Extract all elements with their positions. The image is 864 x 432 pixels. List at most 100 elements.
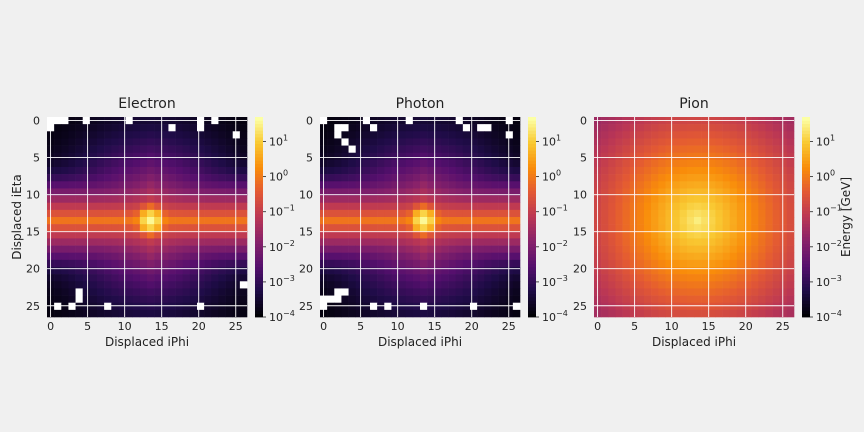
heatmap-cell [758, 159, 766, 168]
heatmap-cell [477, 174, 485, 182]
heatmap-cell [615, 209, 623, 218]
heatmap-cell [68, 181, 76, 189]
heatmap-cell [729, 159, 738, 168]
heatmap-cell [398, 238, 407, 246]
heatmap-cell [498, 167, 507, 175]
heatmap-cell [629, 245, 638, 254]
heatmap-cell [462, 281, 471, 289]
heatmap-cell [341, 174, 349, 182]
heatmap-cell [608, 195, 616, 204]
heatmap-cell [104, 138, 112, 146]
heatmap-cell [644, 224, 652, 232]
heatmap-cell [498, 188, 507, 196]
heatmap-cell [204, 174, 212, 182]
heatmap-cell [434, 202, 442, 211]
heatmap-cell [161, 159, 169, 168]
heatmap-cell [751, 224, 759, 232]
heatmap-cell [225, 302, 234, 311]
heatmap-cell [484, 224, 492, 232]
heatmap-cell [139, 188, 148, 196]
heatmap-cell [715, 274, 723, 282]
heatmap-cell [505, 252, 514, 261]
heatmap-cell [722, 238, 731, 246]
heatmap-cell [139, 217, 148, 225]
heatmap-cell [672, 274, 681, 282]
heatmap-cell [679, 267, 688, 275]
heatmap-cell [448, 245, 457, 254]
heatmap-cell [189, 281, 198, 289]
heatmap-cell [89, 159, 98, 168]
heatmap-cell [189, 167, 198, 175]
heatmap-cell [622, 274, 631, 282]
heatmap-cell [679, 181, 688, 189]
heatmap-cell [772, 138, 781, 146]
colorbar-segment [528, 307, 536, 311]
heatmap-cell [448, 267, 457, 275]
y-tick-label: 5 [33, 152, 40, 165]
heatmap-cell [462, 188, 471, 196]
colorbar-segment [255, 223, 263, 228]
heatmap-cell [118, 288, 126, 296]
heatmap-cell [327, 238, 335, 246]
heatmap-cell [701, 267, 709, 275]
heatmap-cell [644, 152, 652, 161]
heatmap-cell [441, 167, 449, 175]
heatmap-cell [68, 188, 76, 196]
heatmap-cell [779, 231, 788, 239]
heatmap-cell [715, 181, 723, 189]
heatmap-cell [218, 138, 226, 146]
heatmap-cell [644, 181, 652, 189]
heatmap-cell [54, 245, 62, 254]
heatmap-cell [470, 188, 478, 196]
heatmap-cell [686, 302, 695, 311]
heatmap-cell [75, 224, 84, 232]
heatmap-cell [132, 152, 141, 161]
heatmap-cell [484, 131, 492, 139]
heatmap-cell [132, 267, 141, 275]
heatmap-cell [197, 195, 205, 204]
heatmap-cell [118, 274, 126, 282]
y-tick-label: 25 [573, 300, 587, 313]
heatmap-cell [744, 245, 752, 254]
heatmap-cell [370, 152, 378, 161]
heatmap-cell [644, 245, 652, 254]
heatmap-cell [97, 202, 105, 211]
heatmap-cell [434, 259, 442, 268]
heatmap-cell [412, 252, 421, 261]
heatmap-cell [672, 138, 681, 146]
heatmap-cell [434, 274, 442, 282]
x-tick-label: 5 [84, 320, 91, 333]
heatmap-cell [89, 309, 98, 318]
heatmap-cell [405, 124, 414, 132]
heatmap-cell [772, 245, 781, 254]
heatmap-cell [168, 138, 176, 146]
heatmap-cell [232, 152, 241, 161]
heatmap-cell [147, 274, 155, 282]
heatmap-cell [197, 124, 205, 132]
heatmap-cell [484, 174, 492, 182]
heatmap-cell [455, 295, 464, 304]
heatmap-cell [232, 174, 241, 182]
heatmap-cell [715, 195, 723, 204]
heatmap-cell [68, 209, 76, 218]
heatmap-cell [154, 167, 162, 175]
colorbar-segment [528, 183, 536, 188]
heatmap-cell [218, 224, 226, 232]
heatmap-cell [470, 252, 478, 261]
heatmap-cell [111, 209, 119, 218]
heatmap-cell [658, 274, 666, 282]
heatmap-cell [104, 302, 112, 311]
heatmap-cell [225, 152, 234, 161]
heatmap-cell [427, 252, 435, 261]
heatmap-cell [448, 174, 457, 182]
heatmap-cell [434, 295, 442, 304]
heatmap-cell [97, 231, 105, 239]
heatmap-cell [377, 138, 385, 146]
heatmap-cell [54, 131, 62, 139]
heatmap-cell [736, 209, 745, 218]
heatmap-cell [384, 217, 392, 225]
heatmap-cell [729, 259, 738, 268]
heatmap-cell [391, 245, 399, 254]
heatmap-cell [786, 152, 795, 161]
